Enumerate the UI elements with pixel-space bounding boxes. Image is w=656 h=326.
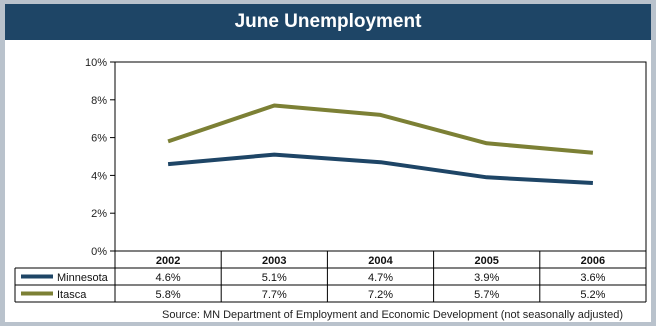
category-label: 2004 (368, 255, 393, 267)
y-tick-label: 4% (91, 170, 107, 182)
category-label: 2002 (156, 255, 180, 267)
data-value-label: 3.9% (474, 272, 499, 284)
y-tick-label: 8% (91, 95, 107, 107)
category-label: 2006 (581, 255, 605, 267)
y-tick-label: 2% (91, 208, 107, 220)
data-value-label: 7.2% (368, 289, 393, 301)
chart-title: June Unemployment (234, 11, 422, 32)
category-label: 2003 (262, 255, 286, 267)
plot-area (114, 61, 647, 252)
data-value-label: 4.7% (368, 272, 393, 284)
data-value-label: 3.6% (580, 272, 605, 284)
data-value-label: 5.8% (156, 289, 181, 301)
y-tick-label: 10% (85, 57, 107, 69)
series-line-itasca (167, 103, 594, 155)
chart-panel: June Unemployment 0% 2% 4% 6% 8% 10% 2002 2003 2… (5, 4, 651, 322)
data-value-label: 7.7% (262, 289, 287, 301)
y-tick-label: 6% (91, 133, 107, 145)
legend-label: Minnesota (57, 272, 109, 284)
data-value-label: 4.6% (156, 272, 181, 284)
source-note: Source: MN Department of Employment and … (161, 309, 623, 321)
line-chart: 0% 2% 4% 6% 8% 10% 2002 2003 2004 2005 2006 Minneso… (14, 57, 647, 303)
title-bar: June Unemployment (5, 4, 651, 40)
data-value-label: 5.7% (474, 289, 499, 301)
data-value-label: 5.1% (262, 272, 287, 284)
y-tick-label: 0% (91, 246, 107, 258)
legend-label: Itasca (57, 289, 87, 301)
data-value-label: 5.2% (580, 289, 605, 301)
series-line-minnesota (167, 152, 594, 185)
category-label: 2005 (474, 255, 498, 267)
